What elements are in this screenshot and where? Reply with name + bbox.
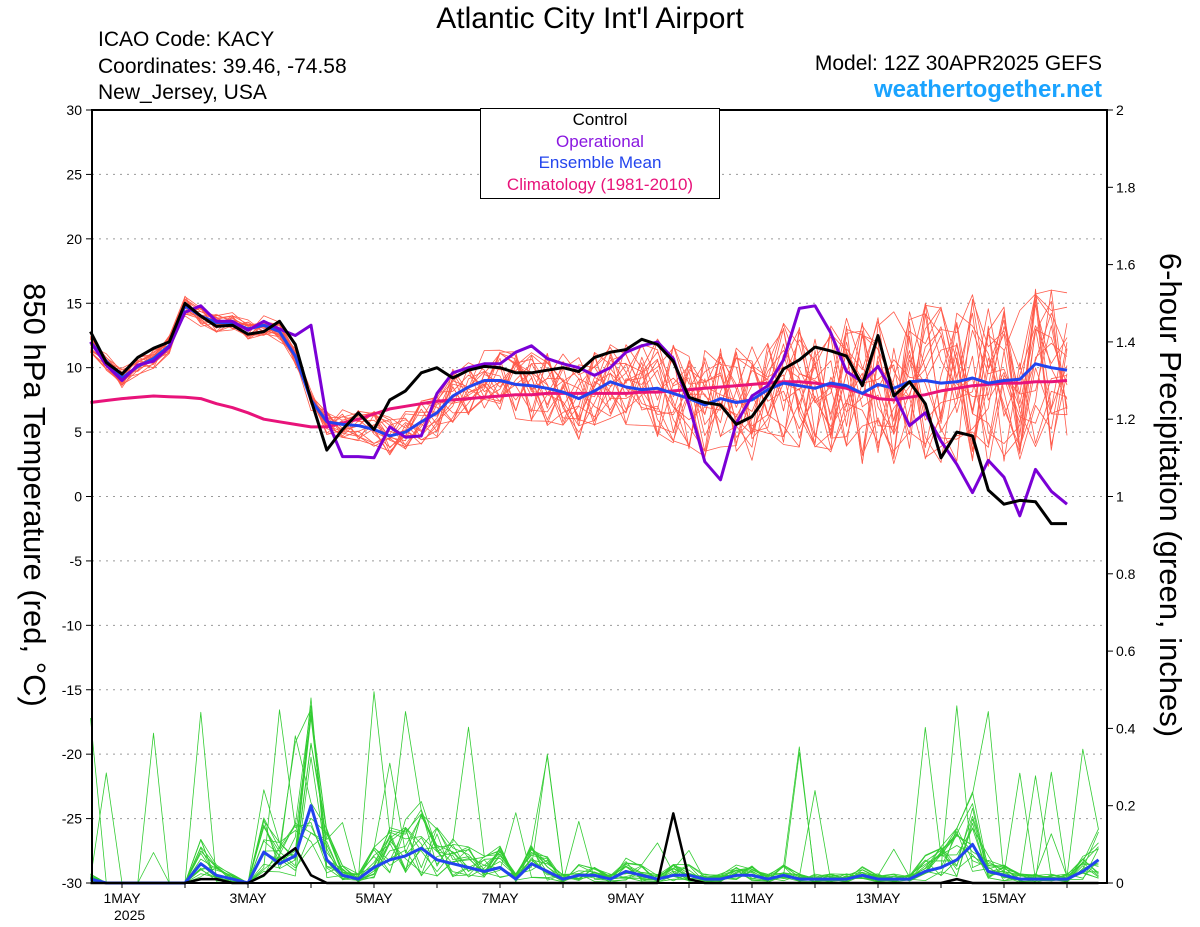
y-tick-label: -10	[62, 617, 82, 633]
temp-member-line	[90, 304, 1068, 454]
y2-tick-label: 1.8	[1116, 179, 1136, 195]
precip-member-line	[90, 717, 1099, 884]
y-axis-title-right: 6-hour Precipitation (green, inches)	[1153, 252, 1188, 738]
temp-member-line	[90, 288, 1068, 464]
y-tick-label: -15	[62, 682, 82, 698]
y-tick-label: 5	[74, 424, 82, 440]
main-series-lines	[89, 301, 1100, 885]
legend-operational: Operational	[556, 131, 644, 151]
precip-member-lines	[90, 691, 1099, 884]
y2-tick-label: 0.2	[1116, 798, 1136, 814]
y-axis-title-left: 850 hPa Temperature (red, °C)	[17, 283, 52, 707]
precip-member-line	[90, 771, 1099, 884]
temp-member-line	[90, 298, 1068, 457]
y-tick-label: 25	[66, 166, 82, 182]
x-tick-label: 5MAY	[355, 890, 393, 906]
y-tick-label: 0	[74, 489, 82, 505]
operational-line	[89, 304, 1068, 518]
legend-climatology: Climatology (1981-2010)	[506, 174, 694, 194]
y2-tick-label: 2	[1116, 102, 1124, 118]
y2-tick-label: 0.4	[1116, 720, 1136, 736]
icao-code: ICAO Code: KACY	[98, 28, 275, 51]
y2-tick-label: 0.8	[1116, 566, 1136, 582]
x-tick-label: 1MAY	[103, 890, 141, 906]
precip-member-line	[90, 711, 1099, 884]
y-tick-label: 30	[66, 102, 82, 118]
precip-member-line	[90, 711, 1099, 884]
legend-control: Control	[572, 110, 628, 129]
y2-tick-label: 1	[1116, 489, 1124, 505]
y-tick-label: 10	[66, 360, 82, 376]
x-tick-label: 11MAY	[730, 890, 774, 906]
y-tick-label: 15	[66, 295, 82, 311]
x-tick-label: 13MAY	[856, 890, 902, 906]
y-tick-label: -20	[62, 746, 82, 762]
y-tick-label: -30	[62, 875, 82, 891]
temp-member-line	[90, 289, 1068, 458]
control-line	[89, 301, 1067, 526]
region: New_Jersey, USA	[98, 81, 267, 104]
precip-member-line	[90, 713, 1099, 884]
temp-member-line	[90, 289, 1068, 449]
legend: Control Operational Ensemble Mean Climat…	[480, 108, 720, 199]
site-link[interactable]: weathertogether.net	[873, 76, 1102, 103]
temp-member-lines	[90, 288, 1068, 467]
x-tick-label: 3MAY	[229, 890, 267, 906]
y2-tick-label: 1.4	[1116, 334, 1136, 350]
model-run: Model: 12Z 30APR2025 GEFS	[814, 52, 1102, 75]
left-axis-ticks: 30 25 20 15 10 5 0 -5 -10 -15 -20 -25 -30	[62, 102, 92, 891]
y-tick-label: -5	[70, 553, 83, 569]
y2-tick-label: 1.2	[1116, 411, 1136, 427]
y-tick-label: 20	[66, 231, 82, 247]
x-tick-sublabel: 2025	[114, 907, 145, 923]
temp-member-line	[90, 294, 1068, 462]
grid-lines	[92, 109, 1107, 884]
y-tick-label: -25	[62, 811, 82, 827]
legend-ensemble-mean: Ensemble Mean	[538, 153, 662, 172]
chart-title: Atlantic City Int'l Airport	[436, 2, 744, 35]
y2-tick-label: 1.6	[1116, 257, 1136, 273]
y2-tick-label: 0.6	[1116, 643, 1136, 659]
x-tick-label: 9MAY	[607, 890, 645, 906]
y2-tick-label: 0	[1116, 875, 1124, 891]
precip-member-line	[90, 743, 1099, 884]
right-axis-ticks: 2 1.8 1.6 1.4 1.2 1 0.8 0.6 0.4 0.2 0	[1107, 102, 1136, 891]
x-tick-label: 7MAY	[481, 890, 519, 906]
climatology-line	[90, 379, 1068, 429]
coordinates: Coordinates: 39.46, -74.58	[98, 55, 347, 78]
x-tick-label: 15MAY	[982, 890, 1028, 906]
precip-member-line	[90, 708, 1099, 884]
precip-ensemble-mean-line	[90, 804, 1100, 885]
